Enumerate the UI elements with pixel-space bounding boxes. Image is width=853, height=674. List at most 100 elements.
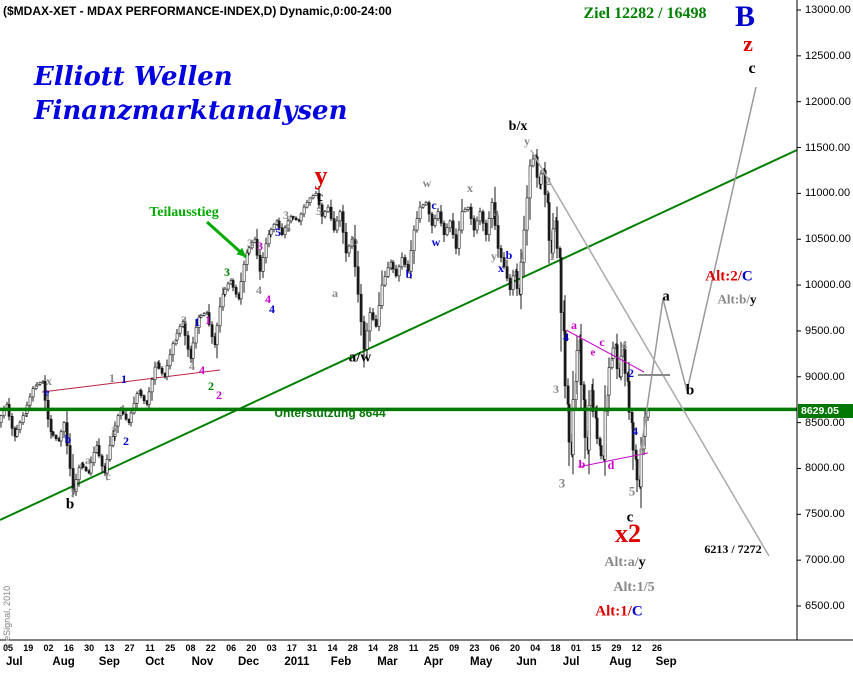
- wave-x2-label: x2: [615, 519, 641, 548]
- y-axis-label: 9000.00: [805, 370, 845, 383]
- x-axis-day-tick: 26: [651, 643, 662, 653]
- projection-b-label: b: [685, 382, 695, 399]
- y-axis-label: 12500.00: [805, 49, 851, 62]
- x-axis-day-tick: 31: [307, 643, 318, 653]
- x-axis-day-tick: 20: [509, 643, 521, 653]
- wave-aw-label: a/w: [348, 349, 372, 366]
- alt-ay-label: Alt:a/y: [604, 555, 646, 570]
- y-axis-label: 9500.00: [805, 324, 845, 337]
- wave-label: b: [64, 432, 72, 446]
- x-axis-day-tick: 22: [205, 643, 216, 653]
- last-price-tag: 8629.05: [798, 403, 853, 418]
- projection-a-label: a: [662, 288, 670, 305]
- x-axis-month-label: Dec: [238, 656, 260, 668]
- wave-label: 1: [109, 371, 115, 385]
- wave-label: 1: [121, 372, 127, 386]
- x-axis-month-label: Jul: [6, 656, 23, 668]
- wave-label: 3: [558, 475, 566, 491]
- support-note: Unterstützung 8644: [274, 406, 386, 420]
- wave-label: e: [44, 386, 50, 399]
- wave-label: y: [71, 483, 77, 497]
- y-axis-label: 8000.00: [805, 462, 845, 475]
- wave-label: 1: [519, 248, 525, 262]
- x-axis-month-label: May: [470, 656, 493, 668]
- x-axis-day-tick: 15: [591, 643, 602, 653]
- x-axis-month-label: Oct: [145, 656, 165, 668]
- y-axis-label: 11500.00: [805, 141, 851, 154]
- x-axis-day-tick: 29: [611, 643, 622, 653]
- wave-label: c: [626, 509, 634, 526]
- x-axis-month-label: Sep: [98, 656, 120, 668]
- wave-label: 3: [247, 236, 253, 250]
- x-axis-day-tick: 12: [631, 643, 642, 653]
- wave-label: 4: [199, 363, 205, 377]
- x-axis-day-tick: 25: [428, 643, 439, 653]
- watermark-line1: Elliott Wellen: [34, 62, 233, 92]
- x-axis-day-tick: 11: [145, 643, 155, 653]
- y-axis-label: 13000.00: [805, 4, 851, 16]
- wave-label: 1: [549, 249, 555, 263]
- wave-label: x: [498, 261, 504, 275]
- wave-label: 1: [205, 313, 211, 327]
- alt-1C-label: Alt:1/C: [595, 603, 643, 620]
- wave-label: d: [607, 458, 615, 472]
- wave-bx-label: b/x: [508, 119, 528, 134]
- x-axis-day-tick: 08: [185, 643, 196, 653]
- wave-label: b: [405, 267, 413, 281]
- wave-label: 4: [265, 292, 271, 306]
- wave-c-top-label: c: [748, 60, 756, 77]
- x-axis-day-tick: 11: [408, 643, 419, 653]
- y-axis-label: 6500.00: [805, 600, 845, 612]
- wave-label: 2: [111, 424, 117, 438]
- wave-z-label: z: [743, 31, 753, 56]
- x-axis-day-tick: 13: [104, 643, 115, 653]
- x-axis-day-tick: 16: [63, 643, 74, 653]
- wave-label: 5: [628, 483, 636, 499]
- x-axis-month-label: Feb: [330, 656, 352, 668]
- x-axis-day-tick: 09: [449, 643, 460, 653]
- x-axis-day-tick: 14: [368, 643, 379, 653]
- x-axis-day-tick: 06: [226, 643, 237, 653]
- wave-label: 5: [316, 204, 322, 218]
- wave-label: x: [467, 181, 473, 195]
- y-axis-label: 11000.00: [805, 187, 851, 200]
- wave-label: b: [351, 234, 359, 248]
- alt-by-label: Alt:b/y: [717, 291, 757, 307]
- wave-label: a: [85, 453, 91, 467]
- target-lower-label: 6213 / 7272: [704, 542, 762, 556]
- x-axis-day-tick: 30: [84, 643, 95, 653]
- wave-label: 4: [256, 283, 262, 297]
- y-axis-label: 7000.00: [805, 554, 845, 567]
- x-axis-month-label: Aug: [609, 656, 632, 668]
- x-axis-day-tick: 02: [43, 643, 54, 653]
- x-axis-month-label: 2011: [284, 656, 310, 668]
- x-axis-day-tick: 06: [489, 643, 500, 653]
- wave-label: c: [599, 335, 605, 349]
- wave-label: 2: [123, 434, 129, 448]
- wave-label: a: [332, 286, 338, 300]
- y-axis-label: 8500.00: [805, 416, 845, 429]
- wave-label: 3: [224, 265, 230, 279]
- x-axis-day-tick: 05: [2, 643, 14, 653]
- wave-label: 3: [257, 239, 263, 253]
- wave-label: c: [105, 469, 111, 483]
- wave-B-label: B: [734, 0, 756, 33]
- x-axis-day-tick: 28: [388, 643, 399, 653]
- x-axis-day-tick: 03: [266, 643, 277, 653]
- x-axis-month-label: Sep: [655, 656, 677, 668]
- wave-label: 2: [208, 379, 214, 393]
- wave-label: 3: [181, 313, 187, 327]
- wave-label: c: [316, 190, 324, 205]
- alt-15-label: Alt:1/5: [613, 580, 655, 595]
- wave-label: w: [431, 235, 441, 249]
- x-axis-month-label: Apr: [423, 656, 444, 668]
- wave-label: b: [65, 496, 75, 513]
- x-axis-day-tick: 23: [469, 643, 480, 653]
- wave-label: a: [571, 318, 577, 332]
- wave-label: 5: [275, 225, 281, 239]
- wave-label: e: [590, 346, 596, 359]
- wave-label: b: [578, 457, 586, 471]
- x-axis-month-label: Nov: [191, 656, 214, 668]
